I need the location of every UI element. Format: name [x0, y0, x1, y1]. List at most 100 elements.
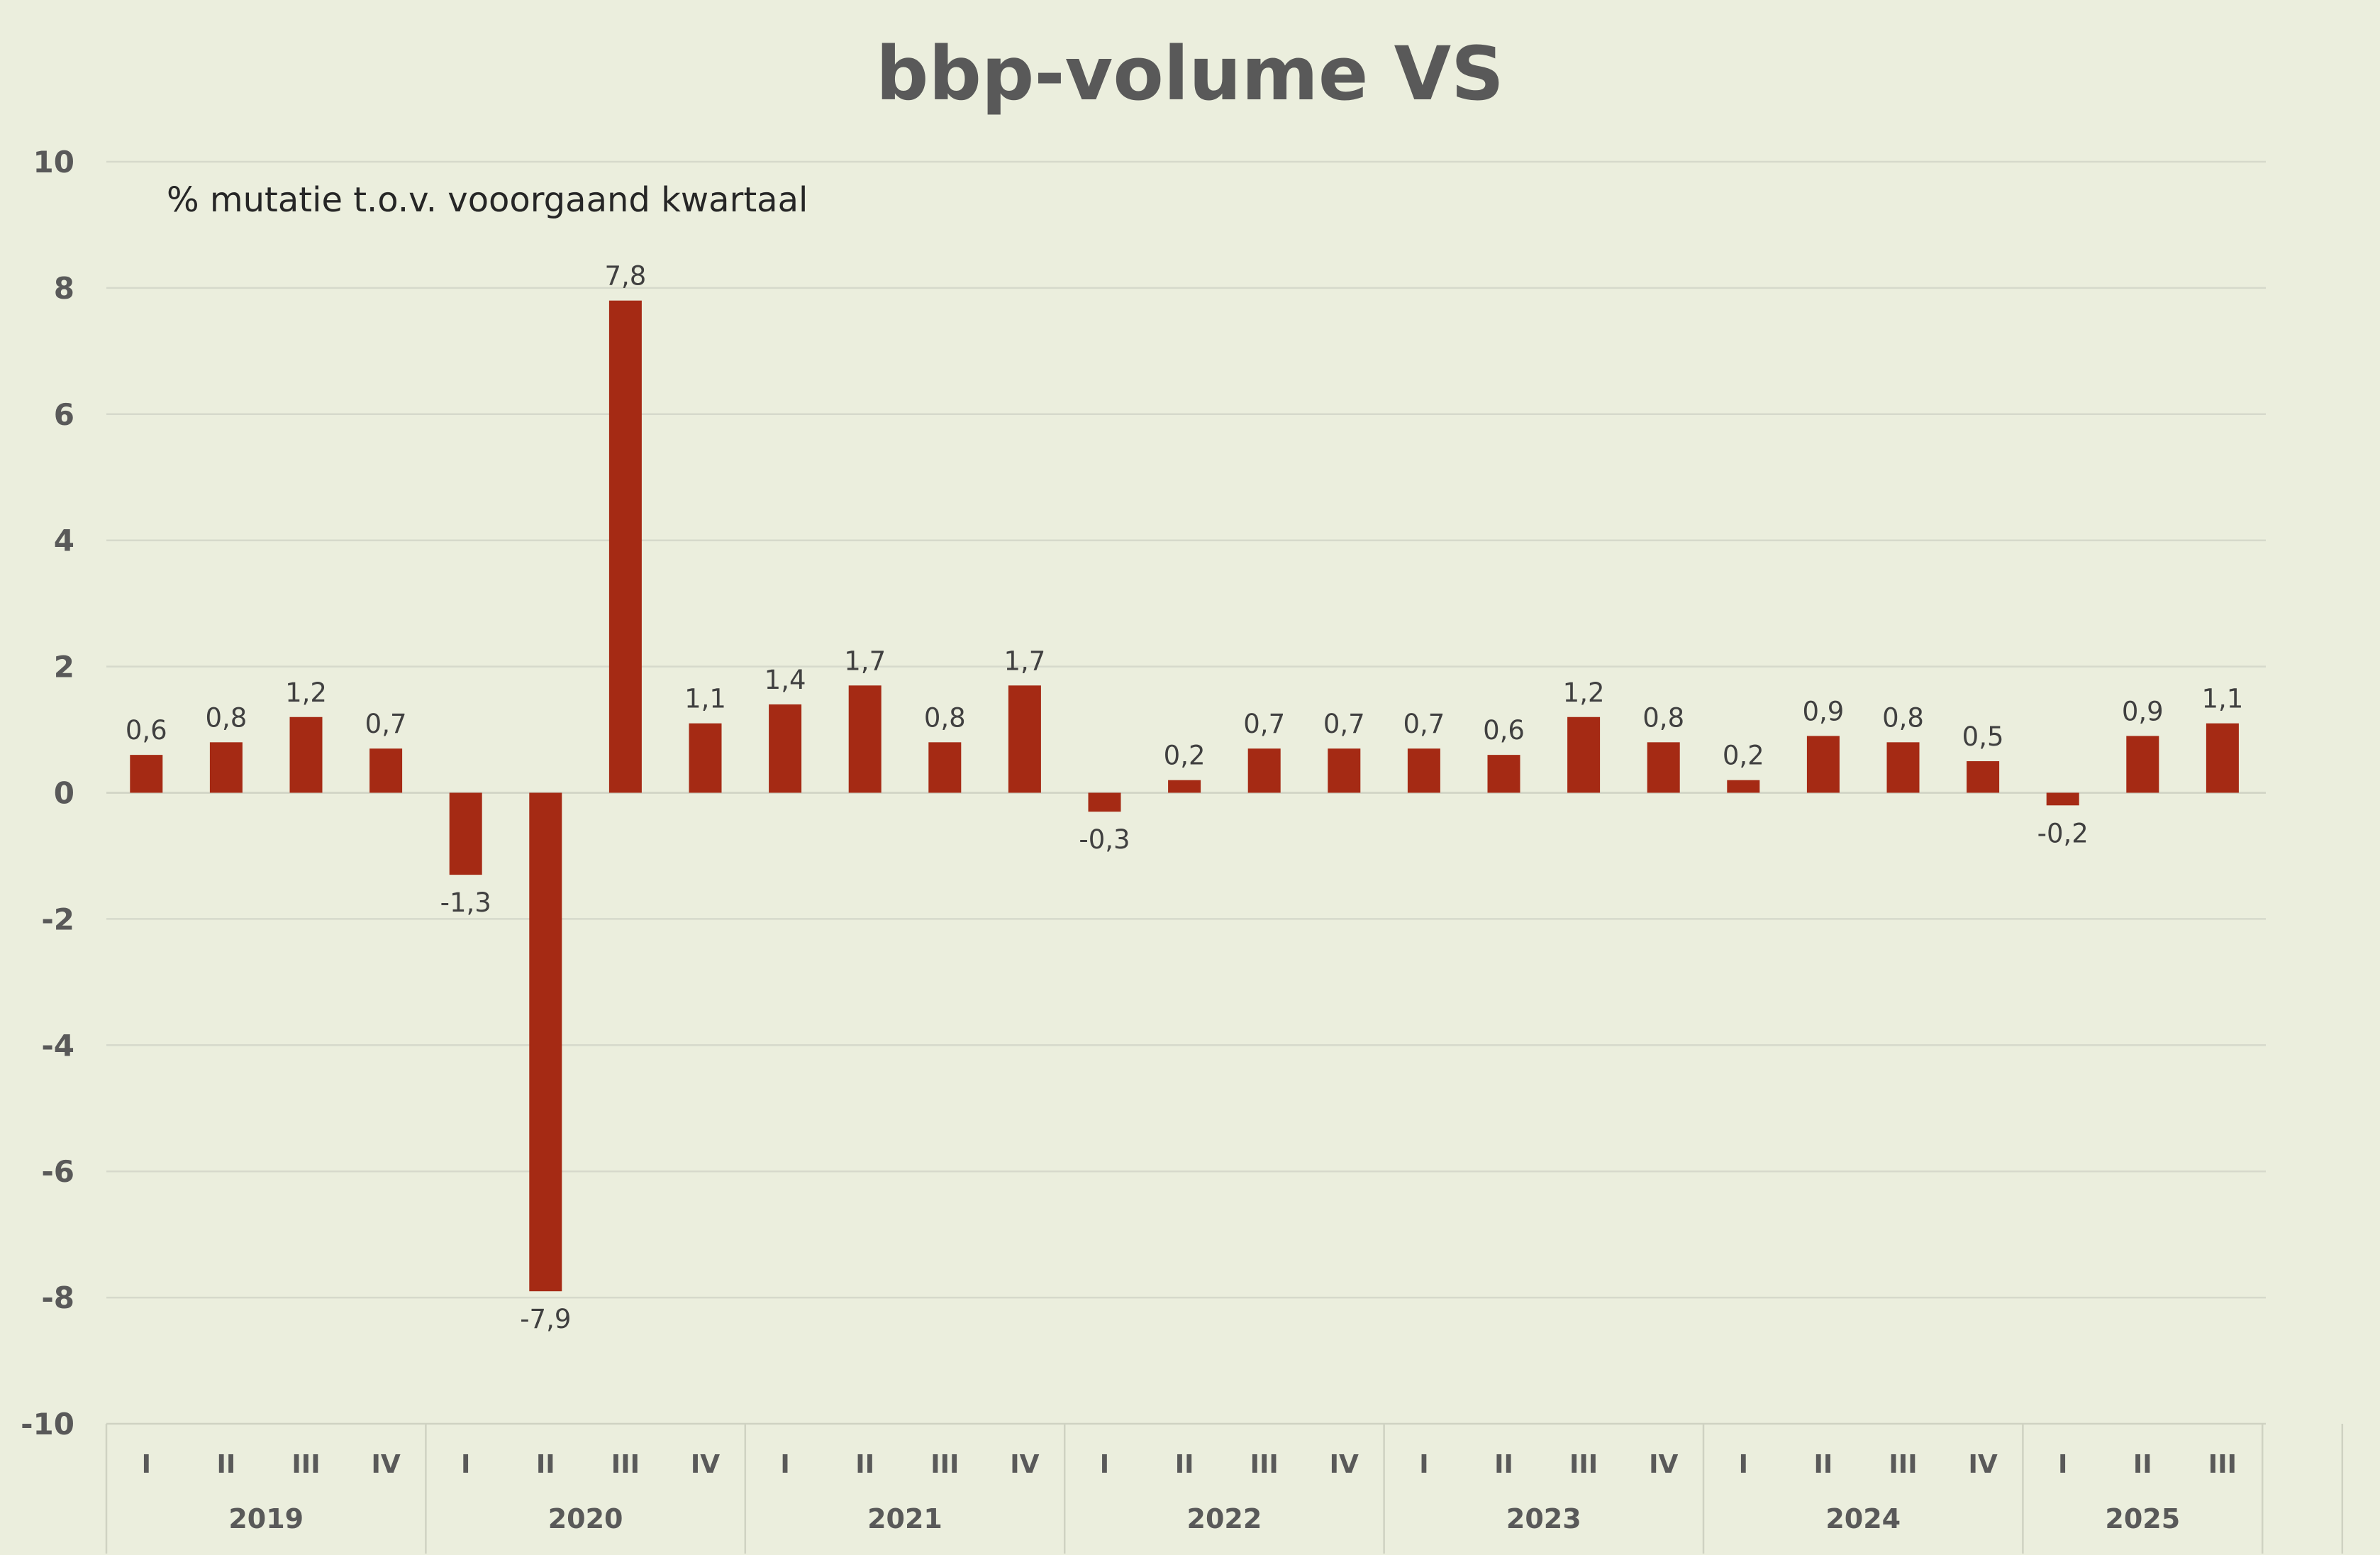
quarter-tick-label: III	[2208, 1450, 2237, 1479]
bar	[369, 748, 403, 793]
data-label: -7,9	[520, 1304, 571, 1334]
data-label: 1,1	[684, 684, 726, 714]
bar	[1967, 761, 2000, 793]
data-label: 0,8	[1642, 702, 1684, 733]
quarter-tick-label: II	[2133, 1450, 2152, 1479]
bar	[2126, 736, 2159, 793]
quarter-tick-label: I	[1739, 1450, 1748, 1479]
year-tick-label: 2019	[228, 1503, 304, 1534]
bar	[130, 755, 163, 793]
bar	[1886, 742, 1920, 793]
y-tick-label: 6	[54, 397, 74, 432]
bar	[1088, 792, 1121, 812]
quarter-tick-label: IV	[1010, 1450, 1039, 1479]
y-tick-label: 10	[33, 145, 74, 179]
year-tick-label: 2022	[1187, 1503, 1262, 1534]
quarter-tick-label: II	[217, 1450, 236, 1479]
data-label: 0,6	[126, 715, 167, 746]
y-tick-label: 2	[54, 650, 74, 685]
data-label: 1,7	[844, 646, 886, 676]
year-tick-label: 2025	[2105, 1503, 2180, 1534]
year-tick-label: 2020	[548, 1503, 623, 1534]
data-label: 1,4	[764, 665, 806, 695]
quarter-tick-label: IV	[1330, 1450, 1359, 1479]
quarter-tick-label: I	[1419, 1450, 1428, 1479]
data-label: 0,2	[1723, 741, 1764, 771]
quarter-tick-label: I	[2058, 1450, 2067, 1479]
bar	[1407, 748, 1440, 793]
bar	[1168, 780, 1201, 793]
quarter-tick-label: III	[611, 1450, 640, 1479]
data-label: -1,3	[440, 887, 491, 918]
bar	[1727, 780, 1760, 793]
quarter-tick-label: II	[1814, 1450, 1833, 1479]
bar	[449, 792, 482, 875]
chart-subtitle: % mutatie t.o.v. vooorgaand kwartaal	[167, 180, 808, 220]
data-label: 1,2	[1563, 677, 1605, 708]
bar	[1567, 716, 1601, 793]
quarter-tick-label: II	[536, 1450, 555, 1479]
y-tick-label: 4	[54, 524, 74, 558]
data-label: 0,8	[1882, 702, 1924, 733]
data-label: 0,8	[205, 702, 247, 733]
bar	[209, 742, 243, 793]
bar	[928, 742, 962, 793]
data-labels: 0,6 0,8 1,2 0,7 -1,3 -7,9 7,8 1,1 1,4 1,7 0,8 1,7 -0…	[126, 261, 2243, 1335]
y-tick-label: 8	[54, 271, 74, 306]
data-label: 0,9	[1802, 696, 1844, 726]
bars	[130, 300, 2239, 1292]
data-label: 0,6	[1483, 715, 1525, 746]
year-tick-label: 2024	[1825, 1503, 1901, 1534]
quarter-tick-label: I	[780, 1450, 789, 1479]
bar	[529, 792, 562, 1292]
quarter-tick-label: III	[1889, 1450, 1917, 1479]
quarter-tick-label: III	[291, 1450, 320, 1479]
bar	[769, 704, 802, 793]
quarter-tick-label: III	[1569, 1450, 1598, 1479]
quarter-tick-label: I	[1100, 1450, 1109, 1479]
year-tick-label: 2023	[1506, 1503, 1581, 1534]
y-tick-label: -6	[41, 1154, 74, 1189]
data-label: 0,7	[1323, 709, 1365, 739]
quarter-tick-label: I	[461, 1450, 470, 1479]
bar	[2206, 723, 2239, 793]
quarter-tick-label: IV	[1968, 1450, 1997, 1479]
data-label: 0,2	[1164, 741, 1206, 771]
data-label: -0,3	[1079, 824, 1130, 855]
data-label: -0,2	[2037, 818, 2089, 848]
bar	[1247, 748, 1281, 793]
data-label: 1,1	[2201, 684, 2243, 714]
bar	[289, 716, 323, 793]
bar	[1487, 755, 1520, 793]
quarter-tick-label: II	[855, 1450, 874, 1479]
y-tick-label: 0	[54, 776, 74, 811]
y-tick-label: -10	[21, 1407, 74, 1441]
data-label: 0,7	[1403, 709, 1445, 739]
bar	[1647, 742, 1680, 793]
chart-title: bbp-volume VS	[876, 31, 1504, 117]
data-label: 7,8	[604, 261, 646, 292]
quarter-tick-label: II	[1494, 1450, 1513, 1479]
quarter-tick-label: III	[1250, 1450, 1279, 1479]
data-label: 0,7	[365, 709, 407, 739]
y-tick-label: -2	[41, 902, 74, 936]
y-axis-ticks: 10 8 6 4 2 0 -2 -4 -6 -8 -10	[21, 145, 74, 1441]
bar	[1806, 736, 1840, 793]
quarter-tick-label: II	[1175, 1450, 1194, 1479]
bar	[848, 685, 882, 793]
data-label: 1,7	[1003, 646, 1045, 676]
y-tick-label: -4	[41, 1028, 74, 1063]
bar	[689, 723, 722, 793]
quarter-tick-label: III	[930, 1450, 959, 1479]
year-tick-label: 2021	[867, 1503, 942, 1534]
data-label: 1,2	[285, 677, 327, 708]
data-label: 0,8	[924, 702, 966, 733]
data-label: 0,5	[1962, 721, 2004, 752]
quarter-tick-label: IV	[1649, 1450, 1678, 1479]
quarter-tick-label: IV	[691, 1450, 720, 1479]
bar	[1008, 685, 1041, 793]
bar	[608, 300, 642, 793]
